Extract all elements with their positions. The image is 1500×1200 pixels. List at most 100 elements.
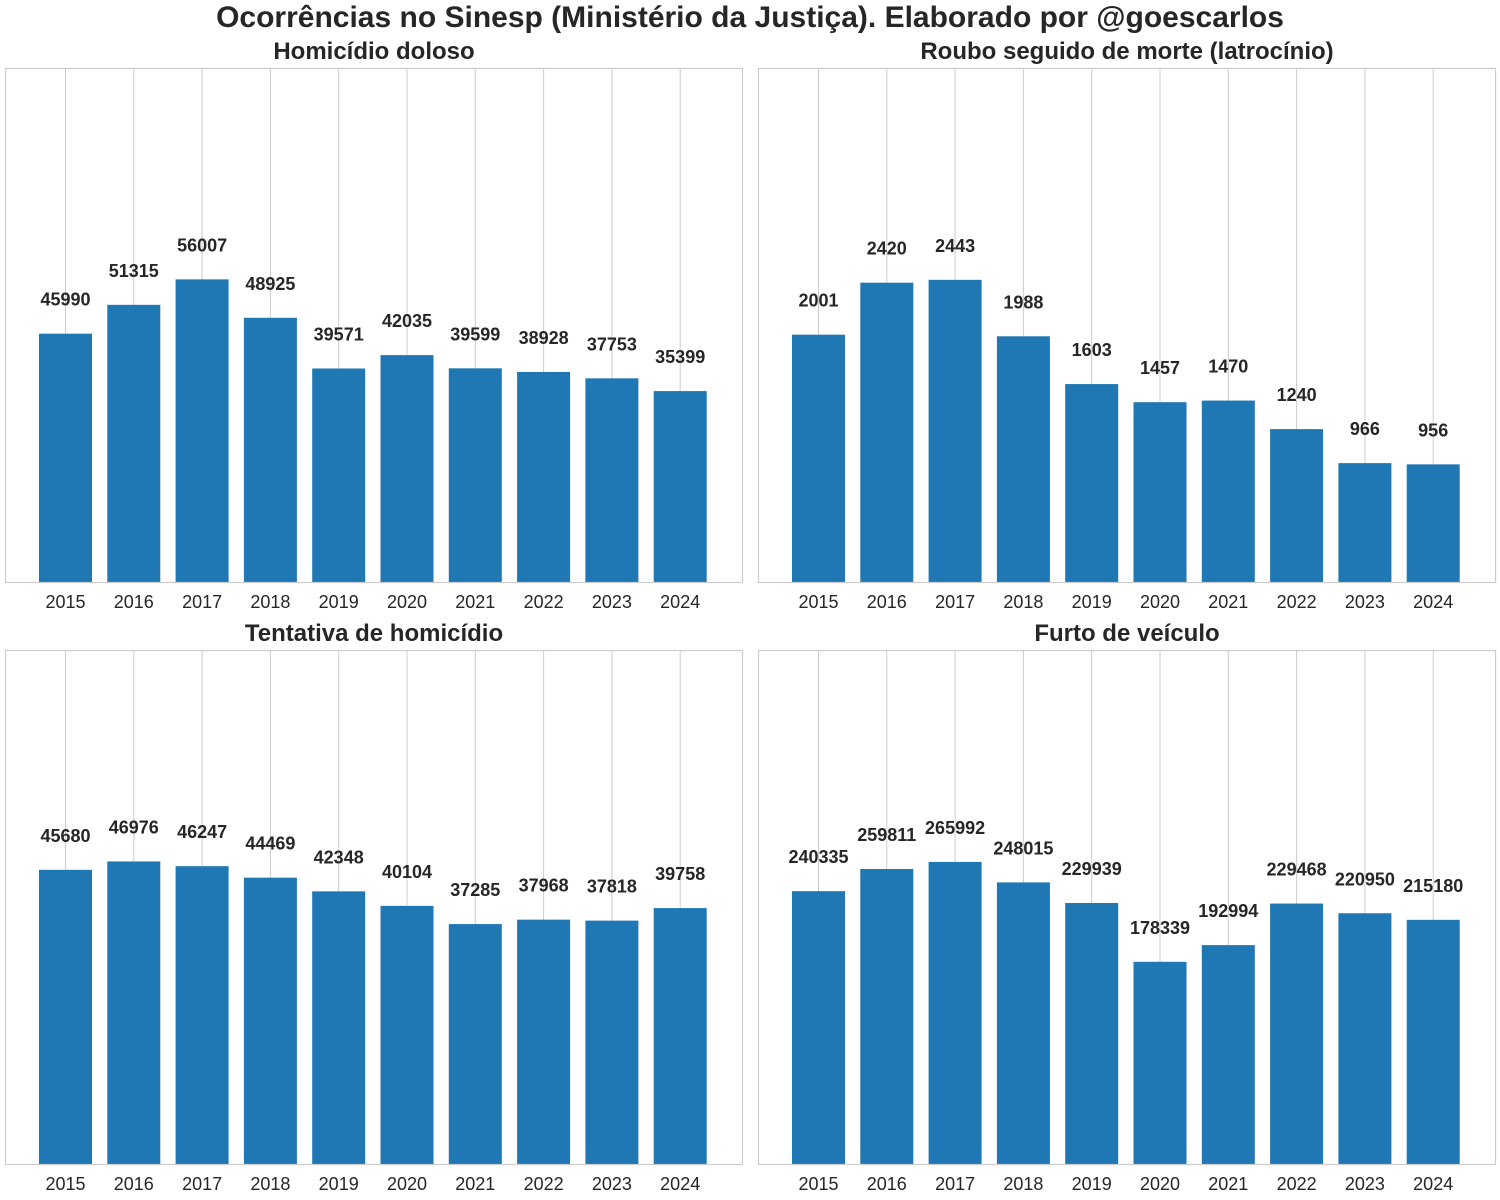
bar [1270, 903, 1324, 1165]
x-tick-label: 2019 [319, 592, 359, 612]
bar-value-label: 39599 [450, 324, 500, 344]
bar-chart: 45990 2015 51315 2016 56007 2017 48925 2018 3957… [4, 67, 744, 612]
bar-value-label: 42348 [314, 847, 364, 867]
bar-value-label: 178339 [1130, 918, 1190, 938]
bar-value-label: 215180 [1403, 876, 1463, 896]
chart-title: Furto de veículo [1034, 620, 1220, 647]
x-tick-label: 2016 [114, 1174, 154, 1194]
plot-frame [757, 649, 1497, 1166]
bar-value-label: 2443 [935, 236, 975, 256]
x-tick-label: 2021 [1208, 592, 1248, 612]
bar-value-label: 46247 [177, 822, 227, 842]
x-tick-label: 2019 [319, 1174, 359, 1194]
bar [175, 866, 229, 1165]
bar [792, 891, 845, 1165]
bar-chart: 2001 2015 2420 2016 2443 2017 1988 2018 1603 2019… [757, 67, 1497, 612]
x-tick-label: 2021 [455, 1174, 495, 1194]
x-tick-label: 2015 [798, 1174, 838, 1194]
bar-value-label: 51315 [109, 261, 159, 281]
bar-value-label: 39571 [314, 324, 364, 344]
figure-title: Ocorrências no Sinesp (Ministério da Jus… [216, 1, 1284, 34]
plot-frame [757, 67, 1497, 584]
plot-frame [4, 649, 744, 1166]
x-tick-label: 2022 [1277, 592, 1317, 612]
bar [1133, 961, 1187, 1165]
bar [1065, 903, 1119, 1165]
bar-value-label: 240335 [788, 847, 848, 867]
bar-value-label: 956 [1418, 420, 1448, 440]
bar [996, 882, 1050, 1165]
bar [39, 333, 92, 583]
bar-value-label: 229468 [1267, 860, 1327, 880]
bar [928, 861, 982, 1165]
bar [1065, 384, 1119, 583]
bar [1133, 402, 1187, 583]
x-tick-label: 2016 [867, 1174, 907, 1194]
bar [517, 371, 571, 583]
x-tick-label: 2023 [1345, 1174, 1385, 1194]
bar-value-label: 1470 [1208, 357, 1248, 377]
bar [39, 869, 92, 1165]
bar [653, 908, 707, 1165]
bar-value-label: 1240 [1277, 385, 1317, 405]
x-tick-label: 2018 [1003, 1174, 1043, 1194]
x-tick-label: 2019 [1072, 1174, 1112, 1194]
bar-value-label: 259811 [857, 825, 916, 845]
x-tick-label: 2022 [524, 592, 564, 612]
x-tick-label: 2020 [387, 1174, 427, 1194]
x-tick-label: 2018 [250, 592, 290, 612]
bar-value-label: 56007 [177, 235, 227, 255]
x-tick-label: 2024 [660, 592, 700, 612]
bar-value-label: 42035 [382, 311, 432, 331]
bar-value-label: 1988 [1003, 292, 1043, 312]
bar-value-label: 38928 [519, 328, 569, 348]
bar [107, 861, 161, 1165]
chart-title: Roubo seguido de morte (latrocínio) [920, 38, 1334, 65]
x-tick-label: 2023 [1345, 592, 1385, 612]
bar-value-label: 48925 [245, 274, 295, 294]
bar-value-label: 44469 [245, 834, 295, 854]
x-tick-label: 2020 [1140, 592, 1180, 612]
bar [1406, 464, 1460, 583]
bar [1338, 463, 1392, 583]
bar-value-label: 37753 [587, 334, 637, 354]
bar [312, 368, 366, 583]
plot-frame [4, 67, 744, 584]
bar-value-label: 45680 [40, 826, 90, 846]
bar [1201, 400, 1255, 583]
x-tick-label: 2018 [1003, 592, 1043, 612]
x-tick-label: 2024 [660, 1174, 700, 1194]
bar [243, 317, 297, 583]
x-tick-label: 2017 [935, 1174, 975, 1194]
bar [1201, 945, 1255, 1165]
x-tick-label: 2023 [592, 1174, 632, 1194]
x-tick-label: 2015 [45, 1174, 85, 1194]
bar [380, 355, 434, 583]
bar-value-label: 192994 [1198, 901, 1258, 921]
bar [243, 877, 297, 1165]
bar-chart: 240335 2015 259811 2016 265992 2017 248015 2018… [757, 649, 1497, 1194]
chart-title: Homicídio doloso [273, 38, 475, 65]
bar-value-label: 40104 [382, 862, 432, 882]
bar-value-label: 2001 [798, 291, 838, 311]
bar-value-label: 35399 [655, 347, 705, 367]
bar [448, 924, 502, 1165]
bar [380, 905, 434, 1165]
bar [312, 891, 366, 1165]
x-tick-label: 2022 [524, 1174, 564, 1194]
bar [860, 868, 914, 1165]
bar [107, 304, 161, 583]
bar-value-label: 248015 [993, 838, 1053, 858]
x-tick-label: 2020 [387, 592, 427, 612]
x-tick-label: 2024 [1413, 1174, 1453, 1194]
bar [1338, 913, 1392, 1165]
x-tick-label: 2017 [182, 1174, 222, 1194]
bar [585, 378, 639, 583]
bar [1270, 429, 1324, 583]
bar-value-label: 1603 [1072, 340, 1112, 360]
x-tick-label: 2016 [867, 592, 907, 612]
x-tick-label: 2016 [114, 592, 154, 612]
x-tick-label: 2018 [250, 1174, 290, 1194]
x-tick-label: 2017 [182, 592, 222, 612]
bar-value-label: 46976 [109, 817, 159, 837]
